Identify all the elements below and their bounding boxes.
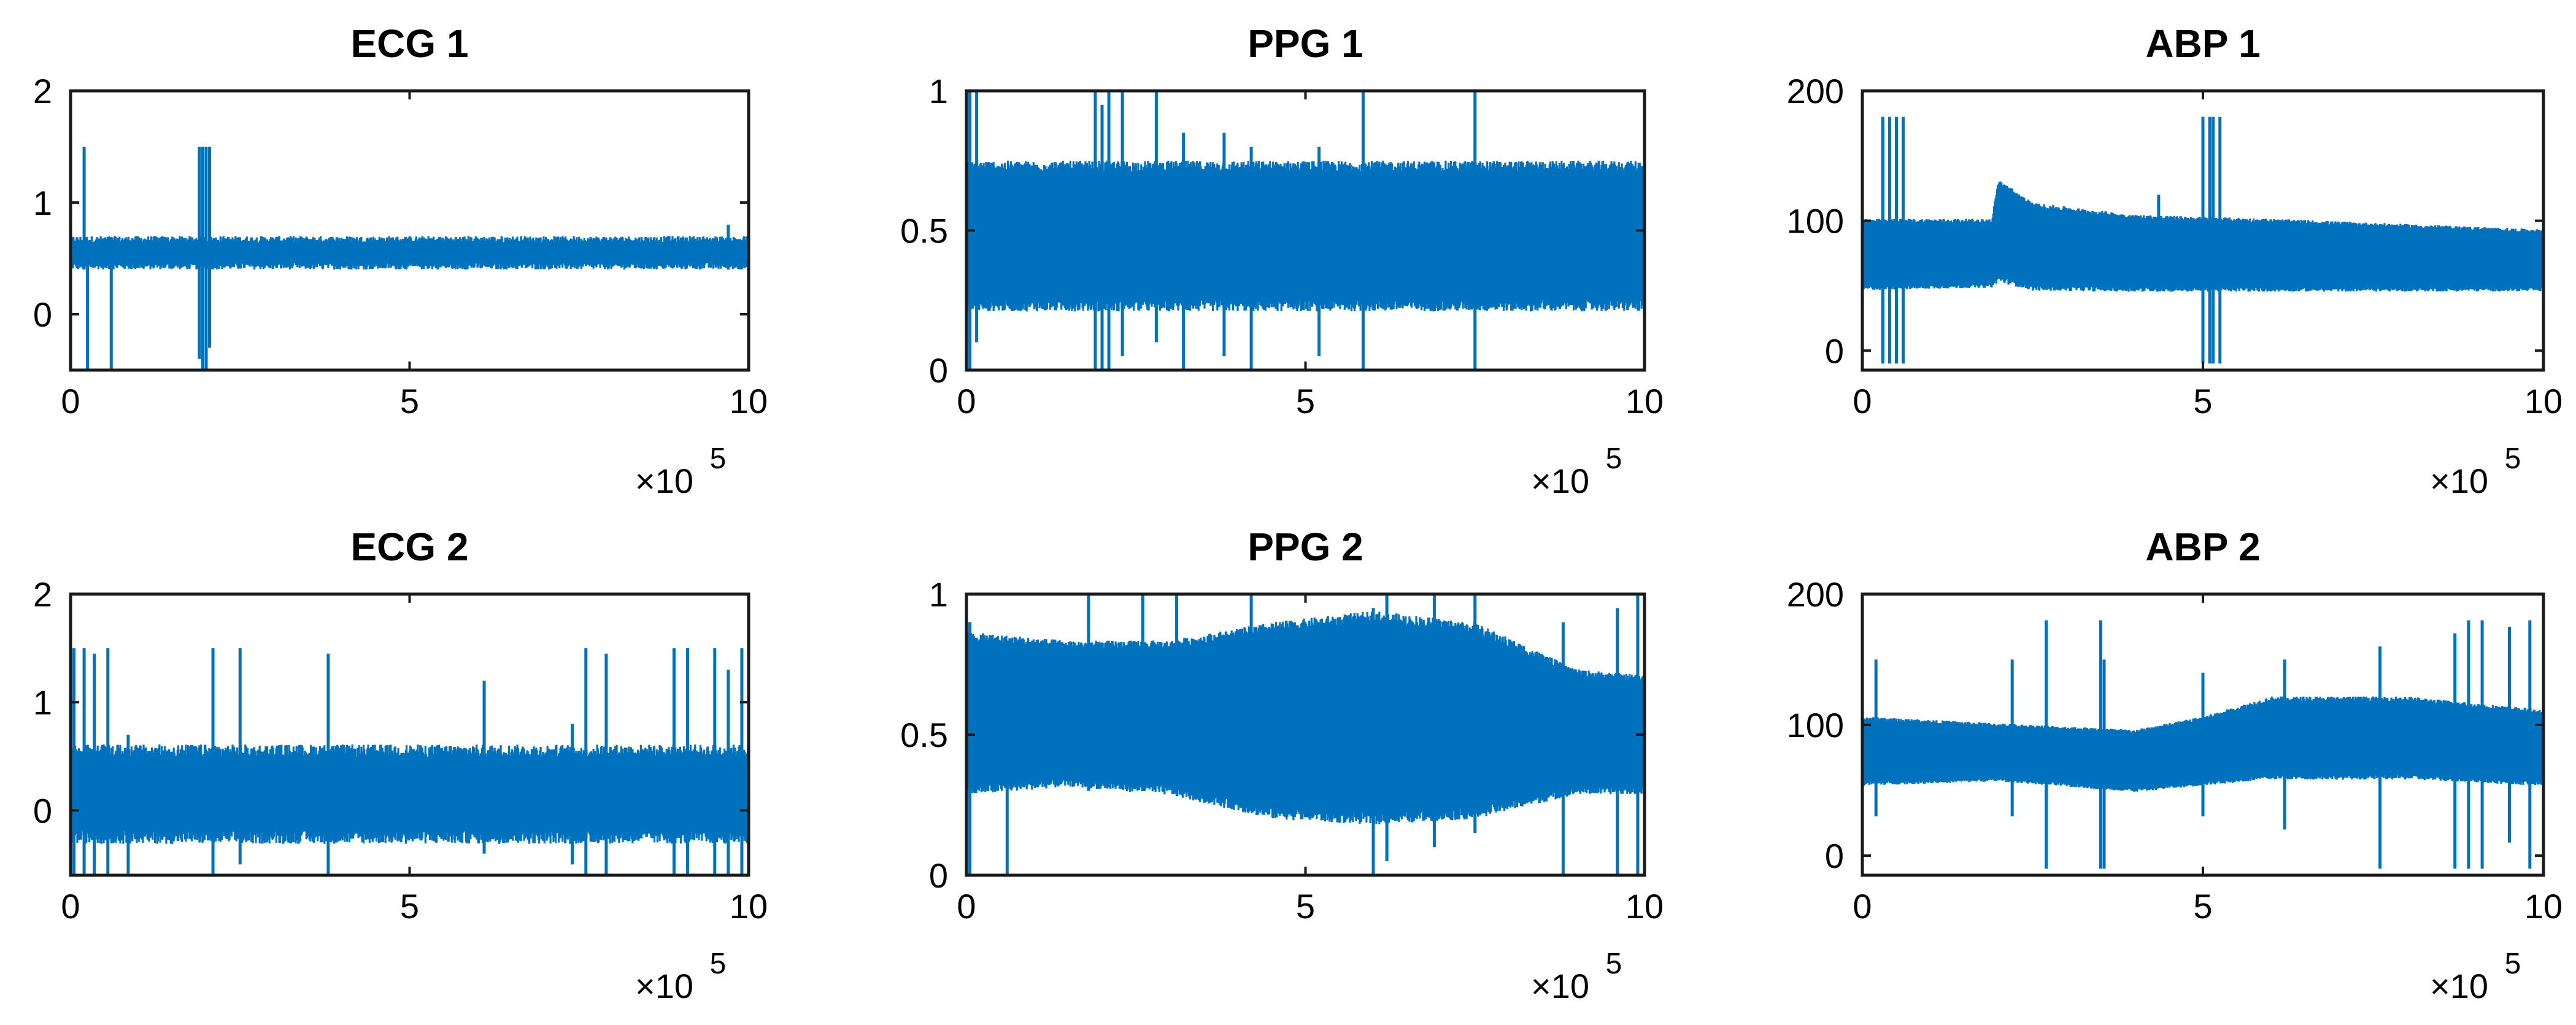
x-tick-label-abp-2-2: 5 <box>2193 887 2212 926</box>
y-tick-label-ecg-2-1: 0 <box>33 791 52 830</box>
x-tick-label-ecg-1-3: 10 <box>730 382 768 420</box>
x-multiplier-ppg-2: ×10 <box>1531 967 1589 1005</box>
y-tick-label-ppg-2-1: 0 <box>929 856 948 895</box>
x-tick-label-abp-1-3: 10 <box>2524 382 2563 420</box>
chart-title-abp-1: ABP 1 <box>2145 21 2260 66</box>
series-line-ppg-1 <box>966 160 1645 312</box>
x-tick-label-ecg-2-1: 0 <box>61 887 80 926</box>
x-tick-label-ecg-2-3: 10 <box>730 887 768 926</box>
x-multiplier-abp-2: ×10 <box>2430 967 2488 1005</box>
x-multiplier-exponent-ppg-2: 5 <box>1606 948 1622 980</box>
x-tick-label-ecg-1-1: 0 <box>61 382 80 420</box>
y-tick-label-abp-2-1: 0 <box>1825 837 1844 875</box>
axes-box-ecg-1 <box>69 89 750 372</box>
y-tick-label-ecg-1-3: 2 <box>33 72 52 110</box>
x-multiplier-ecg-1: ×10 <box>635 462 693 500</box>
x-multiplier-abp-1: ×10 <box>2430 462 2488 500</box>
series-line-ecg-2 <box>71 744 749 844</box>
chart-title-ppg-1: PPG 1 <box>1248 21 1363 66</box>
x-tick-label-abp-2-1: 0 <box>1853 887 1872 926</box>
y-tick-label-abp-1-1: 0 <box>1825 331 1844 370</box>
x-tick-label-ppg-2-1: 0 <box>957 887 976 926</box>
y-tick-label-ecg-2-3: 2 <box>33 575 52 614</box>
chart-title-ecg-1: ECG 1 <box>350 21 468 66</box>
chart-title-ppg-2: PPG 2 <box>1248 525 1363 569</box>
series-line-ppg-2 <box>966 611 1645 826</box>
x-multiplier-exponent-abp-1: 5 <box>2505 443 2521 475</box>
x-tick-label-ppg-1-1: 0 <box>957 382 976 420</box>
y-tick-label-ppg-2-3: 1 <box>929 575 948 614</box>
y-tick-label-ppg-1-3: 1 <box>929 72 948 110</box>
y-tick-label-ppg-2-2: 0.5 <box>900 716 948 754</box>
y-tick-label-abp-2-3: 200 <box>1787 575 1844 614</box>
y-tick-label-abp-1-2: 100 <box>1787 202 1844 241</box>
y-tick-label-abp-1-3: 200 <box>1787 72 1844 110</box>
y-tick-label-ppg-1-1: 0 <box>929 351 948 390</box>
x-tick-label-ppg-2-3: 10 <box>1625 887 1664 926</box>
x-multiplier-exponent-ecg-1: 5 <box>710 443 727 475</box>
y-tick-label-abp-2-2: 100 <box>1787 706 1844 745</box>
y-tick-label-ecg-1-2: 1 <box>33 184 52 222</box>
x-tick-label-ecg-2-2: 5 <box>400 887 419 926</box>
x-tick-label-abp-1-2: 5 <box>2193 382 2212 420</box>
chart-title-ecg-2: ECG 2 <box>350 525 468 569</box>
x-multiplier-exponent-ecg-2: 5 <box>710 948 727 980</box>
x-multiplier-exponent-ppg-1: 5 <box>1606 443 1622 475</box>
x-multiplier-ppg-1: ×10 <box>1531 462 1589 500</box>
y-tick-label-ppg-1-2: 0.5 <box>900 212 948 250</box>
x-tick-label-abp-1-1: 0 <box>1853 382 1872 420</box>
series-line-ecg-1 <box>71 236 749 270</box>
x-tick-label-ppg-2-2: 5 <box>1296 887 1315 926</box>
x-multiplier-ecg-2: ×10 <box>635 967 693 1005</box>
x-tick-label-abp-2-3: 10 <box>2524 887 2563 926</box>
chart-title-abp-2: ABP 2 <box>2145 525 2260 569</box>
x-multiplier-exponent-abp-2: 5 <box>2505 948 2521 980</box>
y-tick-label-ecg-2-2: 1 <box>33 683 52 722</box>
x-tick-label-ppg-1-2: 5 <box>1296 382 1315 420</box>
x-tick-label-ecg-1-2: 5 <box>400 382 419 420</box>
x-tick-label-ppg-1-3: 10 <box>1625 382 1664 420</box>
y-tick-label-ecg-1-1: 0 <box>33 295 52 334</box>
